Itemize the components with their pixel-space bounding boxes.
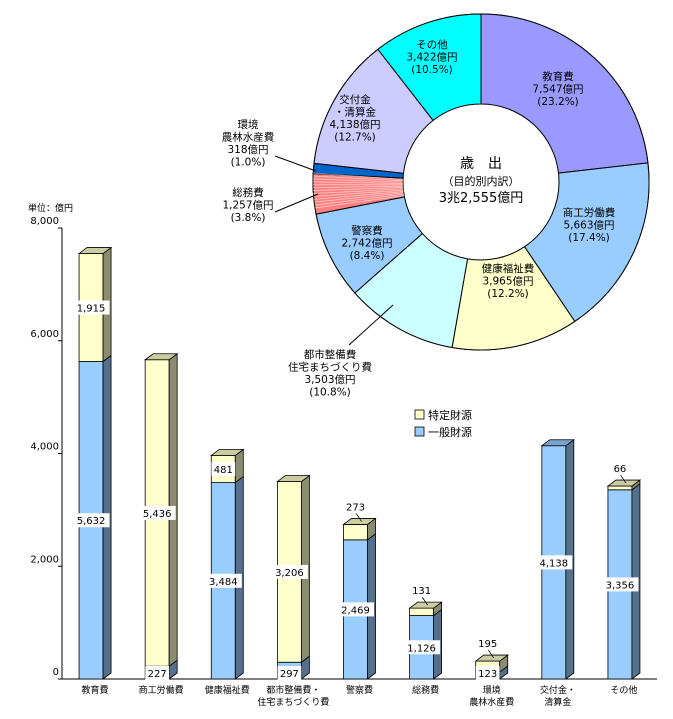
- pie-label: 4,138億円: [329, 118, 380, 131]
- pie-label: 7,547億円: [532, 83, 583, 96]
- value-label: 3,484: [209, 577, 238, 588]
- value-label: 3,206: [275, 568, 304, 579]
- value-label: 3,356: [606, 580, 635, 591]
- value-label: 273: [346, 502, 365, 513]
- pie-label: 交付金: [339, 93, 371, 106]
- pie-label: 商工労働費: [563, 206, 616, 219]
- pie-label: (10.8%): [309, 387, 351, 399]
- category-label: 交付金・: [540, 684, 576, 696]
- category-label: 住宅まちづくり費: [257, 696, 329, 708]
- legend-swatch: [415, 410, 424, 419]
- pie-label: 5,663億円: [563, 219, 614, 232]
- pie-label: 1,257億円: [222, 199, 273, 212]
- pie-label: (8.4%): [350, 250, 385, 262]
- pie-label: (10.5%): [411, 64, 453, 76]
- bar-specific: [344, 524, 368, 539]
- pie-label: 環境: [238, 118, 259, 131]
- unit-label: 単位：億円: [28, 202, 73, 214]
- pie-label: 318億円: [227, 143, 268, 156]
- pie-label: (23.2%): [537, 96, 579, 108]
- pie-leader: [275, 156, 316, 171]
- pie-label: (3.8%): [231, 212, 266, 224]
- legend-swatch: [415, 427, 424, 436]
- value-label: 5,632: [77, 516, 106, 527]
- legend-label: 特定財源: [428, 408, 472, 422]
- bar-specific: [608, 486, 632, 490]
- category-label: 商工労働費: [139, 684, 184, 696]
- y-tick-label: 4,000: [30, 442, 59, 453]
- category-label: その他: [610, 684, 637, 696]
- pie-label: 健康福祉費: [482, 262, 535, 275]
- pie-label: (12.2%): [487, 288, 529, 300]
- pie-label: 教育費: [542, 70, 574, 83]
- pie-leader: [349, 305, 393, 345]
- pie-label: 3,965億円: [482, 275, 533, 288]
- y-tick-label: 0: [53, 667, 59, 678]
- pie-leader: [275, 194, 318, 212]
- value-label: 481: [214, 465, 233, 476]
- category-label: 清算金: [544, 696, 571, 708]
- pie-label: その他: [416, 38, 448, 51]
- y-tick-label: 8,000: [30, 216, 59, 227]
- category-label: 農林水産費: [469, 696, 514, 708]
- category-label: 総務費: [412, 684, 439, 696]
- center-title: 歳 出: [460, 156, 502, 172]
- center-subtitle: （目的別内訳）: [443, 174, 520, 188]
- pie-label: (17.4%): [568, 232, 610, 244]
- legend-label: 一般財源: [428, 425, 472, 439]
- category-label: 健康福祉費: [205, 684, 250, 696]
- value-label: 297: [280, 669, 299, 680]
- category-label: 警察費: [346, 684, 373, 696]
- pie-label: (12.7%): [334, 132, 376, 144]
- pie-label: 3,422億円: [406, 51, 457, 64]
- value-label: 4,138: [540, 558, 569, 569]
- category-label: 環境: [483, 684, 501, 696]
- pie-label: 2,742億円: [341, 237, 392, 250]
- value-label: 2,469: [341, 605, 370, 616]
- center-total: 3兆2,555億円: [439, 190, 524, 206]
- value-label: 227: [148, 669, 167, 680]
- bar-specific: [410, 608, 434, 615]
- pie-label: ・清算金: [334, 106, 376, 119]
- value-label: 1,126: [407, 643, 436, 654]
- pie-label: 農林水産費: [222, 131, 275, 144]
- value-label: 131: [412, 586, 431, 597]
- category-label: 都市整備費・: [266, 684, 320, 696]
- pie-label: (1.0%): [231, 157, 266, 169]
- pie-label: 住宅まちづくり費: [288, 361, 372, 374]
- value-label: 195: [478, 639, 497, 650]
- pie-label: 総務費: [232, 186, 264, 199]
- y-tick-label: 6,000: [30, 329, 59, 340]
- value-label: 1,915: [77, 304, 106, 315]
- value-label: 123: [478, 669, 497, 680]
- pie-label: 3,503億円: [304, 373, 355, 386]
- category-label: 教育費: [82, 684, 109, 696]
- y-tick-label: 2,000: [30, 554, 59, 565]
- value-label: 5,436: [143, 509, 172, 520]
- pie-label: 都市整備費: [304, 348, 357, 361]
- value-label: 66: [614, 464, 627, 475]
- pie-label: 警察費: [351, 224, 383, 237]
